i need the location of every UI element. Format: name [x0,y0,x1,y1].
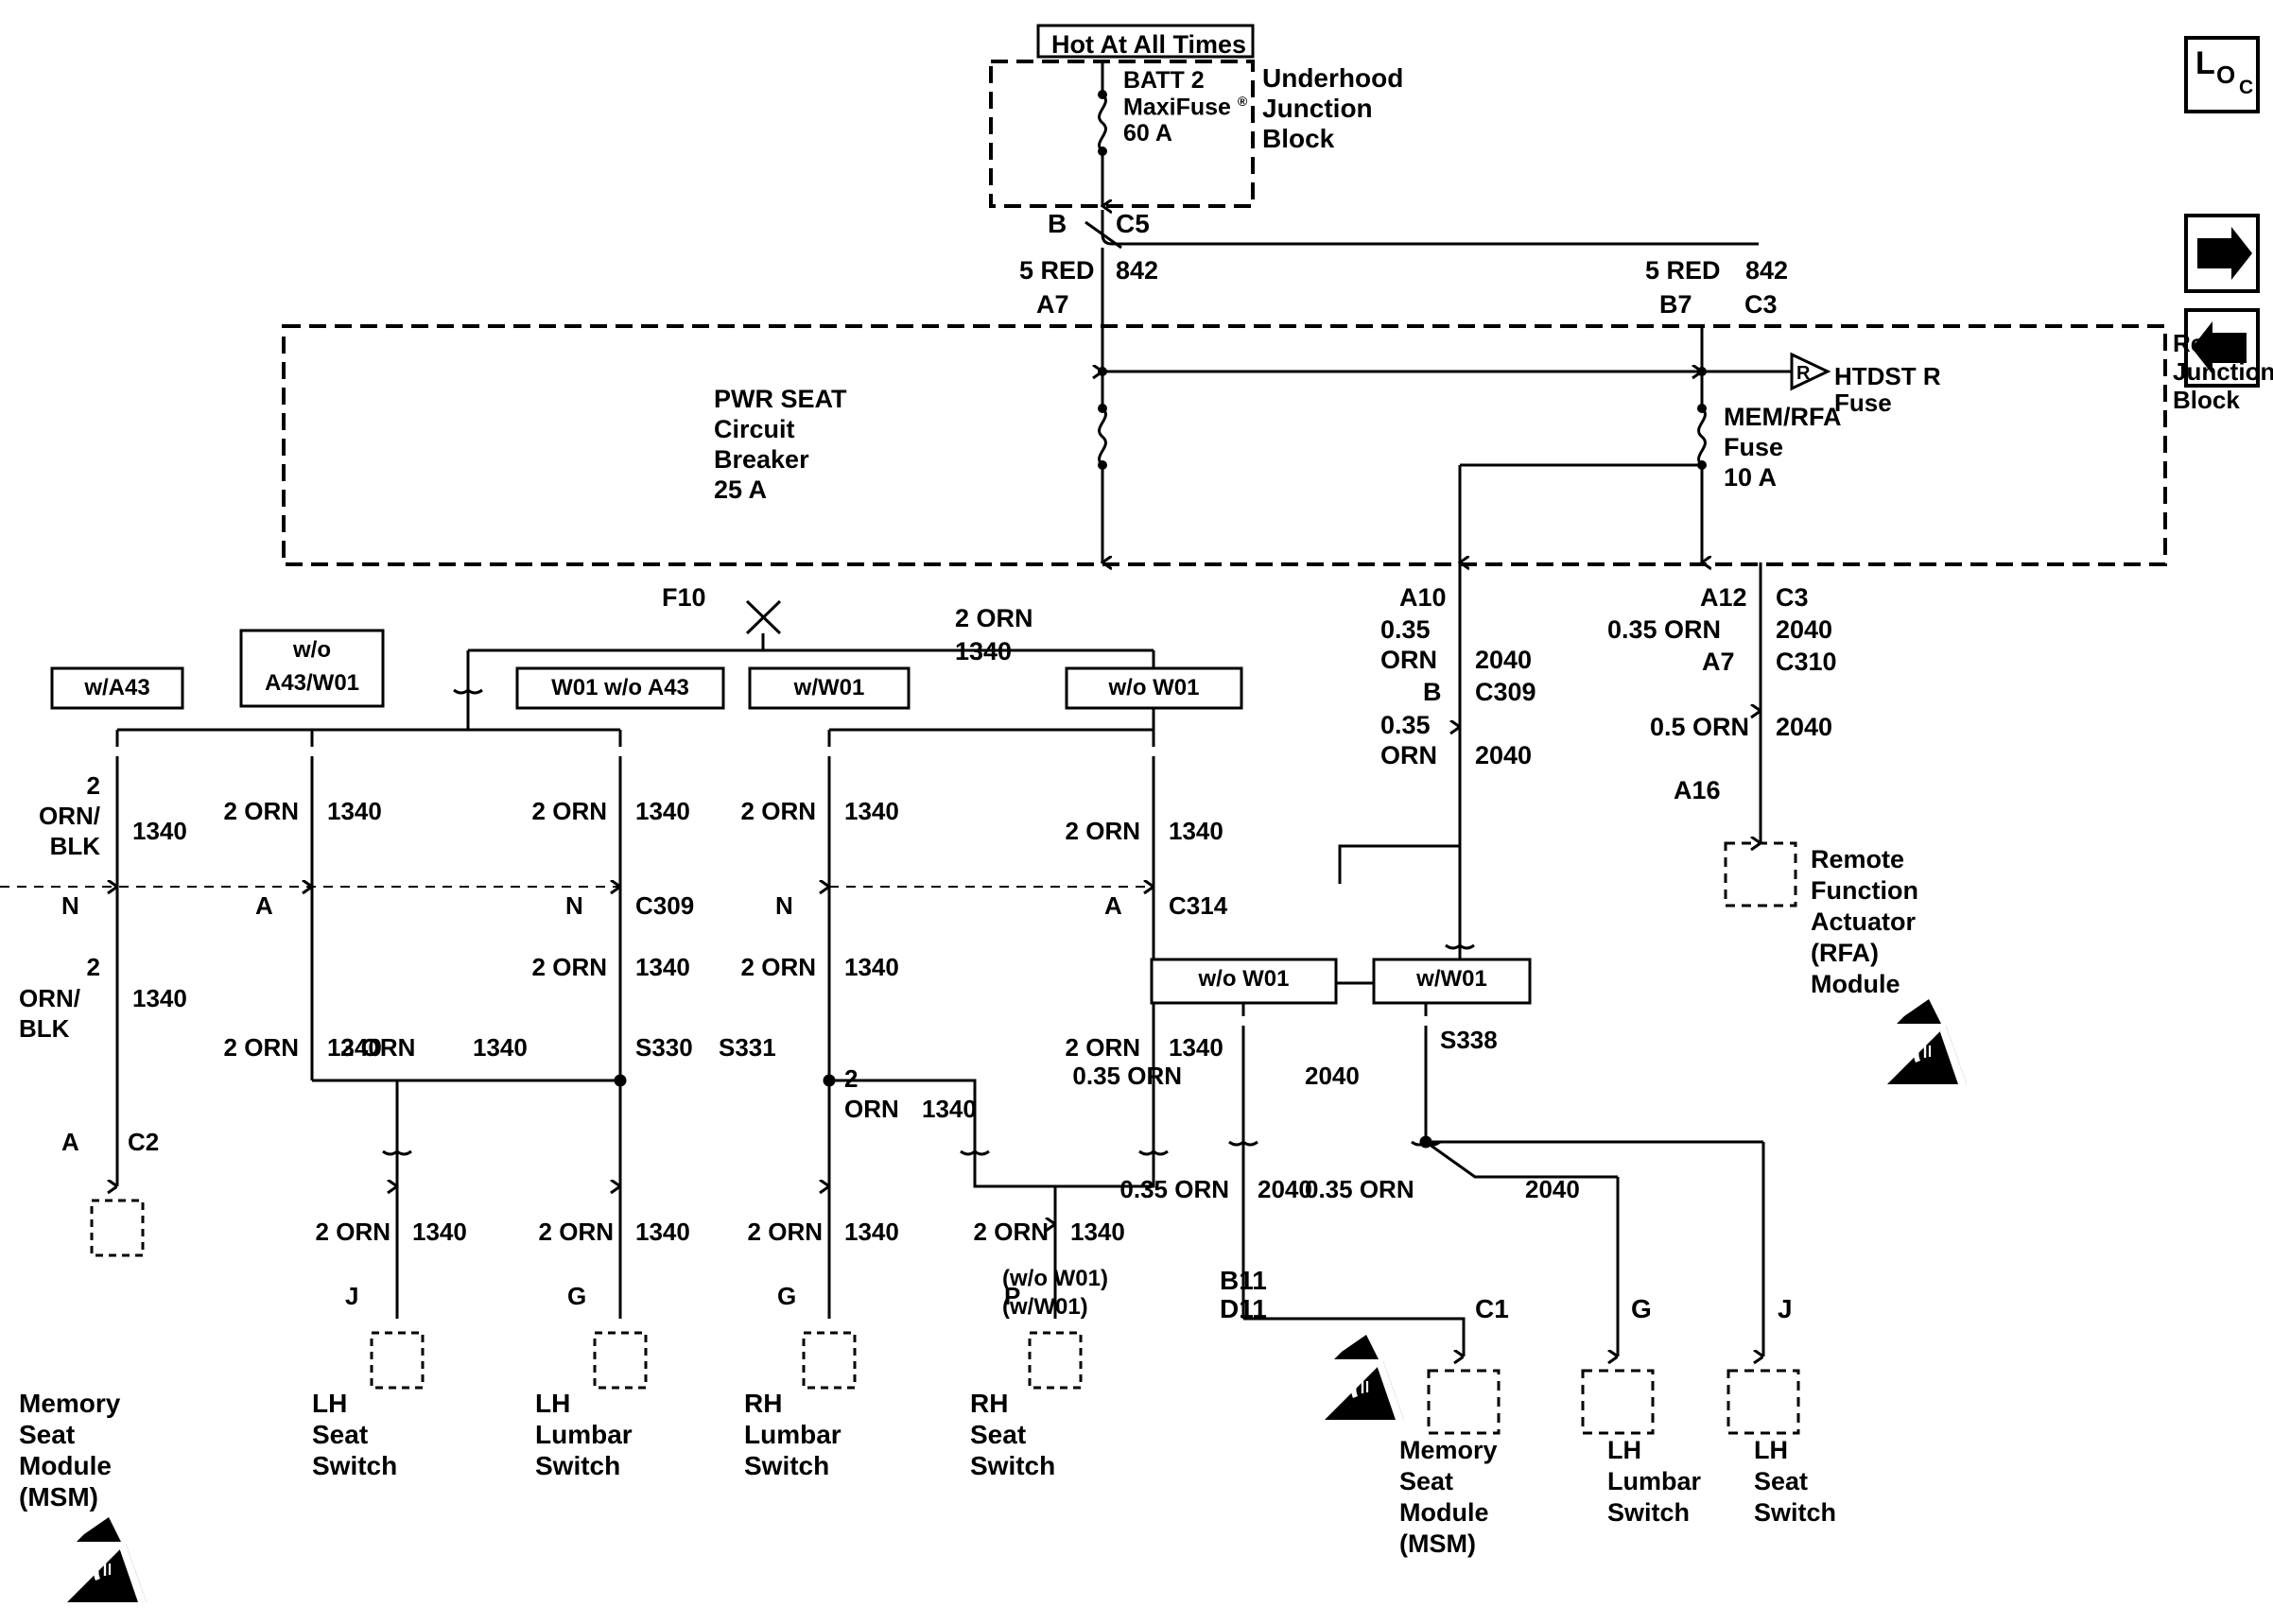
svg-text:R: R [1796,363,1811,384]
